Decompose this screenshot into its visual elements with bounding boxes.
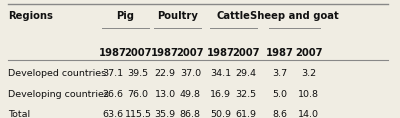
Text: 86.8: 86.8 bbox=[180, 110, 201, 118]
Text: 29.4: 29.4 bbox=[235, 69, 256, 78]
Text: 16.9: 16.9 bbox=[210, 90, 231, 99]
Text: 50.9: 50.9 bbox=[210, 110, 231, 118]
Text: 2007: 2007 bbox=[295, 48, 322, 58]
Text: 2007: 2007 bbox=[232, 48, 260, 58]
Text: Sheep and goat: Sheep and goat bbox=[250, 11, 338, 21]
Text: 39.5: 39.5 bbox=[128, 69, 148, 78]
Text: 1987: 1987 bbox=[99, 48, 127, 58]
Text: 26.6: 26.6 bbox=[102, 90, 123, 99]
Text: 8.6: 8.6 bbox=[272, 110, 287, 118]
Text: 37.0: 37.0 bbox=[180, 69, 201, 78]
Text: Pig: Pig bbox=[116, 11, 134, 21]
Text: 37.1: 37.1 bbox=[102, 69, 123, 78]
Text: 1987: 1987 bbox=[151, 48, 179, 58]
Text: 61.9: 61.9 bbox=[235, 110, 256, 118]
Text: Poultry: Poultry bbox=[157, 11, 198, 21]
Text: Developing countries: Developing countries bbox=[8, 90, 109, 99]
Text: 35.9: 35.9 bbox=[154, 110, 176, 118]
Text: 2007: 2007 bbox=[124, 48, 152, 58]
Text: 13.0: 13.0 bbox=[154, 90, 176, 99]
Text: 10.8: 10.8 bbox=[298, 90, 319, 99]
Text: Total: Total bbox=[8, 110, 30, 118]
Text: 5.0: 5.0 bbox=[272, 90, 287, 99]
Text: 115.5: 115.5 bbox=[124, 110, 152, 118]
Text: 3.7: 3.7 bbox=[272, 69, 287, 78]
Text: Regions: Regions bbox=[8, 11, 53, 21]
Text: 63.6: 63.6 bbox=[102, 110, 123, 118]
Text: 32.5: 32.5 bbox=[235, 90, 256, 99]
Text: Developed countries: Developed countries bbox=[8, 69, 106, 78]
Text: 1987: 1987 bbox=[266, 48, 294, 58]
Text: 14.0: 14.0 bbox=[298, 110, 319, 118]
Text: 1987: 1987 bbox=[207, 48, 234, 58]
Text: 76.0: 76.0 bbox=[128, 90, 148, 99]
Text: 3.2: 3.2 bbox=[301, 69, 316, 78]
Text: Cattle: Cattle bbox=[216, 11, 250, 21]
Text: 22.9: 22.9 bbox=[155, 69, 176, 78]
Text: 34.1: 34.1 bbox=[210, 69, 231, 78]
Text: 49.8: 49.8 bbox=[180, 90, 201, 99]
Text: 2007: 2007 bbox=[177, 48, 204, 58]
